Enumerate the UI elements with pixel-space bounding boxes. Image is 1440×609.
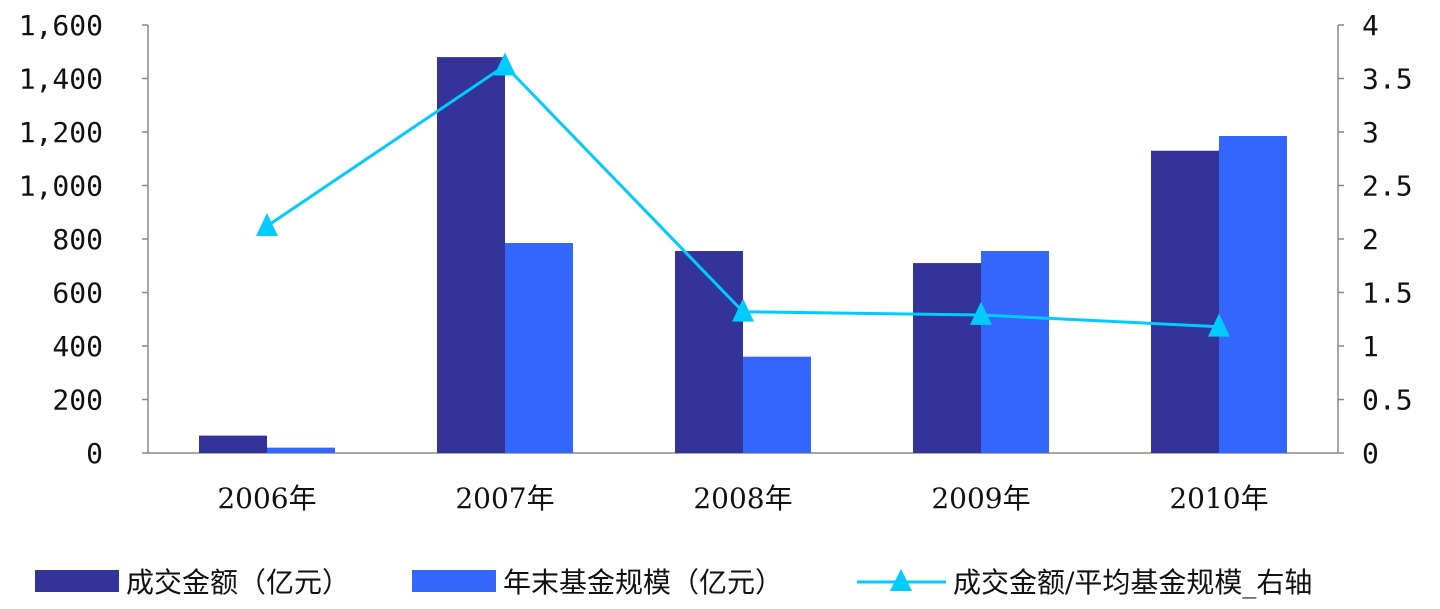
line-point-marker	[1208, 313, 1230, 337]
bar-fund-size	[981, 251, 1049, 453]
x-axis-tick-label: 2009年	[931, 482, 1030, 515]
left-axis-tick-label: 600	[52, 277, 103, 310]
line-point-marker	[256, 212, 278, 237]
legend-swatch-fund-size	[412, 570, 496, 592]
x-axis-tick-label: 2010年	[1169, 482, 1268, 515]
left-axis-tick-label: 1,000	[19, 170, 103, 203]
bar-trade-amount	[1151, 150, 1219, 453]
line-point-marker	[732, 298, 754, 322]
right-axis-tick-label: 3.5	[1362, 63, 1413, 96]
legend-label-trade-amount: 成交金额（亿元）	[126, 566, 350, 599]
x-axis-tick-label: 2007年	[455, 482, 554, 515]
right-axis-tick-label: 1.5	[1362, 277, 1413, 310]
right-axis-tick-label: 0.5	[1362, 384, 1413, 417]
legend-label-ratio: 成交金额/平均基金规模_右轴	[953, 566, 1312, 599]
left-axis-tick-label: 200	[52, 384, 103, 417]
bar-fund-size	[505, 243, 573, 453]
right-axis-tick-label: 1	[1362, 330, 1379, 363]
bar-fund-size	[267, 447, 335, 453]
left-axis-tick-label: 1,600	[19, 9, 103, 42]
legend-label-fund-size: 年末基金规模（亿元）	[503, 566, 783, 599]
left-axis-tick-label: 1,400	[19, 63, 103, 96]
bar-fund-size	[743, 356, 811, 453]
right-axis-tick-label: 0	[1362, 437, 1379, 470]
x-axis-tick-label: 2006年	[217, 482, 316, 515]
left-axis-tick-label: 0	[86, 437, 103, 470]
bar-trade-amount	[675, 251, 743, 453]
legend-swatch-ratio-marker	[890, 569, 912, 591]
bar-fund-size	[1219, 136, 1287, 453]
right-axis-tick-label: 2.5	[1362, 170, 1413, 203]
right-axis-tick-label: 2	[1362, 223, 1379, 256]
legend-swatch-trade-amount	[35, 570, 119, 592]
bar-trade-amount	[913, 263, 981, 453]
left-axis-tick-label: 800	[52, 223, 103, 256]
line-point-marker	[970, 301, 992, 325]
left-axis-tick-label: 400	[52, 330, 103, 363]
bar-trade-amount	[437, 57, 505, 453]
right-axis-tick-label: 4	[1362, 9, 1379, 42]
right-axis-tick-label: 3	[1362, 116, 1379, 149]
line-point-marker	[494, 52, 516, 76]
bar-trade-amount	[199, 435, 267, 453]
x-axis-tick-label: 2008年	[693, 482, 792, 515]
left-axis-tick-label: 1,200	[19, 116, 103, 149]
